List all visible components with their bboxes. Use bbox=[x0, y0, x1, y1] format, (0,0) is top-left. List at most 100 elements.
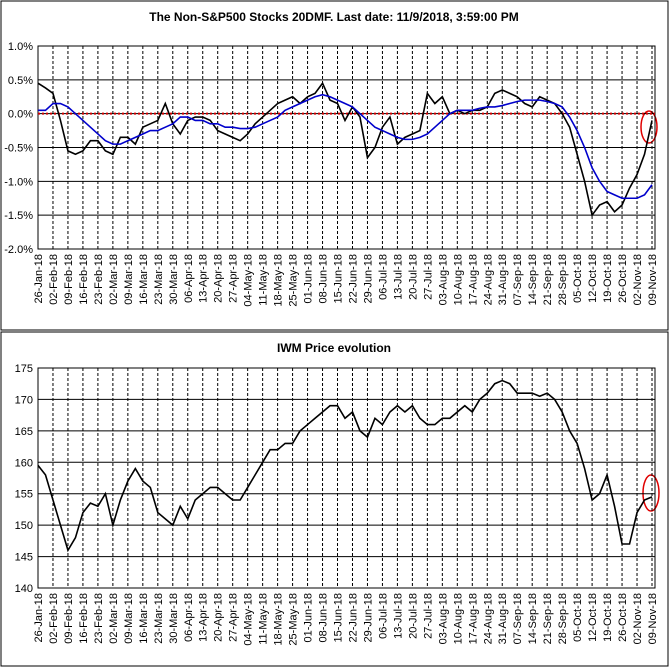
x-tick-label: 01-Jun-18 bbox=[303, 254, 315, 304]
x-tick-label: 09-Feb-18 bbox=[63, 254, 75, 305]
x-tick-label: 18-May-18 bbox=[273, 593, 285, 646]
x-tick-label: 26-Oct-18 bbox=[617, 593, 629, 642]
x-tick-label: 12-Oct-18 bbox=[587, 254, 599, 303]
x-tick-label: 12-Oct-18 bbox=[587, 593, 599, 642]
x-tick-label: 13-Apr-18 bbox=[198, 593, 210, 642]
x-tick-label: 09-Mar-18 bbox=[123, 254, 135, 305]
x-tick-label: 09-Feb-18 bbox=[63, 593, 75, 644]
series-line bbox=[37, 379, 653, 553]
x-tick-label: 06-Apr-18 bbox=[183, 593, 195, 642]
x-tick-label: 03-Aug-18 bbox=[437, 254, 449, 305]
x-tick-label: 11-May-18 bbox=[258, 254, 270, 306]
plot-frame bbox=[37, 367, 656, 589]
highlight-ellipse bbox=[642, 474, 660, 512]
x-tick-label: 07-Sep-18 bbox=[512, 254, 524, 305]
x-tick-label: 07-Sep-18 bbox=[512, 593, 524, 644]
x-tick-label: 15-Jun-18 bbox=[333, 593, 345, 643]
plot-frame bbox=[37, 45, 656, 250]
x-tick-label: 09-Nov-18 bbox=[647, 254, 659, 305]
x-tick-label: 26-Oct-18 bbox=[617, 254, 629, 303]
x-tick-label: 05-Oct-18 bbox=[572, 254, 584, 303]
y-tick-label: 145 bbox=[15, 552, 33, 564]
x-tick-label: 09-Nov-18 bbox=[647, 593, 659, 644]
y-tick-label: 155 bbox=[15, 489, 33, 501]
x-tick-label: 16-Feb-18 bbox=[78, 254, 90, 305]
y-tick-label: -0.5% bbox=[4, 143, 33, 155]
x-tick-label: 16-Mar-18 bbox=[138, 593, 150, 644]
y-tick-label: 160 bbox=[15, 457, 33, 469]
x-tick-label: 02-Feb-18 bbox=[48, 593, 60, 644]
y-tick-label: -2.0% bbox=[4, 244, 33, 256]
x-tick-label: 20-Apr-18 bbox=[213, 254, 225, 303]
x-tick-label: 03-Aug-18 bbox=[437, 593, 449, 644]
x-tick-label: 27-Apr-18 bbox=[228, 254, 240, 303]
x-tick-label: 02-Mar-18 bbox=[108, 254, 120, 305]
x-tick-label: 27-Jul-18 bbox=[422, 254, 434, 300]
x-tick-label: 30-Mar-18 bbox=[168, 254, 180, 305]
y-tick-label: 0.5% bbox=[8, 75, 33, 87]
x-tick-label: 16-Mar-18 bbox=[138, 254, 150, 305]
x-tick-label: 31-Aug-18 bbox=[497, 593, 509, 644]
x-tick-label: 26-Jan-18 bbox=[33, 593, 45, 643]
series-line bbox=[38, 93, 653, 200]
x-tick-label: 29-Jun-18 bbox=[362, 593, 374, 643]
x-tick-label: 13-Jul-18 bbox=[392, 254, 404, 300]
x-tick-label: 13-Jul-18 bbox=[392, 593, 404, 639]
x-tick-label: 02-Mar-18 bbox=[108, 593, 120, 644]
x-tick-label: 01-Jun-18 bbox=[303, 593, 315, 643]
y-tick-label: -1.5% bbox=[4, 210, 33, 222]
x-tick-label: 23-Feb-18 bbox=[93, 593, 105, 644]
x-tick-label: 04-May-18 bbox=[243, 254, 255, 307]
x-tick-label: 26-Jan-18 bbox=[33, 254, 45, 304]
x-tick-label: 17-Aug-18 bbox=[467, 254, 479, 305]
y-tick-label: 0.0% bbox=[8, 109, 33, 121]
x-tick-label: 10-Aug-18 bbox=[452, 593, 464, 644]
x-tick-label: 20-Jul-18 bbox=[407, 254, 419, 300]
x-tick-label: 13-Apr-18 bbox=[198, 254, 210, 303]
chart-title: IWM Price evolution bbox=[277, 341, 391, 355]
x-tick-label: 02-Nov-18 bbox=[632, 593, 644, 644]
y-tick-label: 140 bbox=[15, 583, 33, 595]
series-line bbox=[37, 81, 653, 218]
x-tick-label: 08-Jun-18 bbox=[318, 593, 330, 643]
x-tick-label: 19-Oct-18 bbox=[602, 593, 614, 642]
x-tick-label: 06-Jul-18 bbox=[377, 254, 389, 300]
x-tick-label: 25-May-18 bbox=[288, 254, 300, 307]
x-tick-label: 17-Aug-18 bbox=[467, 593, 479, 644]
x-tick-label: 22-Jun-18 bbox=[347, 593, 359, 643]
x-tick-label: 22-Jun-18 bbox=[347, 254, 359, 304]
x-tick-label: 29-Jun-18 bbox=[362, 254, 374, 304]
x-tick-label: 31-Aug-18 bbox=[497, 254, 509, 305]
y-tick-label: 165 bbox=[15, 426, 33, 438]
x-tick-label: 21-Sep-18 bbox=[542, 593, 554, 644]
x-tick-label: 21-Sep-18 bbox=[542, 254, 554, 305]
x-tick-label: 09-Mar-18 bbox=[123, 593, 135, 644]
y-tick-label: -1.0% bbox=[4, 176, 33, 188]
x-tick-label: 10-Aug-18 bbox=[452, 254, 464, 305]
x-tick-label: 25-May-18 bbox=[288, 593, 300, 646]
x-tick-label: 11-May-18 bbox=[258, 593, 270, 645]
x-tick-label: 30-Mar-18 bbox=[168, 593, 180, 644]
x-tick-label: 06-Jul-18 bbox=[377, 593, 389, 639]
x-tick-label: 24-Aug-18 bbox=[482, 254, 494, 305]
x-tick-label: 27-Apr-18 bbox=[228, 593, 240, 642]
x-tick-label: 02-Feb-18 bbox=[48, 254, 60, 305]
x-tick-label: 28-Sep-18 bbox=[557, 593, 569, 644]
panel-frame bbox=[0, 0, 669, 331]
x-tick-label: 04-May-18 bbox=[243, 593, 255, 646]
x-tick-label: 18-May-18 bbox=[273, 254, 285, 307]
x-tick-label: 23-Mar-18 bbox=[153, 593, 165, 644]
y-tick-label: 175 bbox=[15, 363, 33, 375]
x-tick-label: 23-Feb-18 bbox=[93, 254, 105, 305]
y-tick-label: 150 bbox=[15, 520, 33, 532]
x-tick-label: 02-Nov-18 bbox=[632, 254, 644, 305]
panel-frame bbox=[0, 331, 669, 667]
x-tick-label: 19-Oct-18 bbox=[602, 254, 614, 303]
x-tick-label: 20-Apr-18 bbox=[213, 593, 225, 642]
x-tick-label: 16-Feb-18 bbox=[78, 593, 90, 644]
x-tick-label: 20-Jul-18 bbox=[407, 593, 419, 639]
y-tick-label: 1.0% bbox=[8, 41, 33, 53]
x-tick-label: 15-Jun-18 bbox=[333, 254, 345, 304]
